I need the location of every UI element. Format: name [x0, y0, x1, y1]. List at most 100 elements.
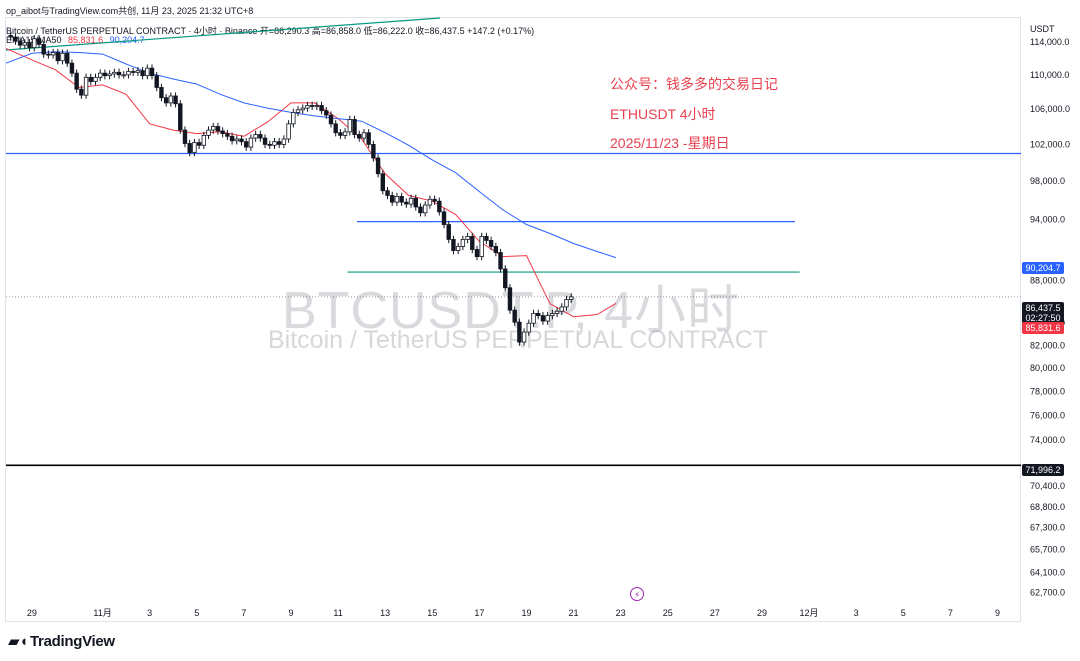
candle-body: [361, 132, 367, 139]
candle-body: [262, 137, 268, 145]
candle-body: [291, 112, 296, 125]
candle-body: [130, 71, 136, 73]
candle-body: [65, 52, 70, 64]
y-tick-label: 70,400.0: [1030, 481, 1065, 491]
candle-body: [272, 141, 277, 146]
candle-body: [8, 35, 13, 38]
candle-body: [418, 206, 423, 214]
ema15-price-badge: 85,831.6: [1022, 322, 1064, 334]
candle-body: [550, 313, 555, 317]
candle-body: [60, 52, 65, 62]
candle-body: [276, 141, 282, 145]
candle-body: [352, 119, 357, 135]
y-tick-label: 102,000.0: [1030, 139, 1070, 149]
y-tick-label: 68,800.0: [1030, 502, 1065, 512]
annotation-line-3: 2025/11/23 -星期日: [610, 135, 730, 151]
x-tick-label: 7: [948, 608, 953, 618]
candle-body: [507, 287, 513, 311]
x-tick-label: 25: [663, 608, 673, 618]
candle-body: [88, 76, 93, 82]
candle-body: [234, 138, 239, 142]
candle-body: [206, 129, 211, 136]
candle-body: [545, 315, 550, 322]
candle-body: [536, 313, 541, 317]
candle-body: [149, 67, 155, 77]
candle-body: [116, 71, 122, 76]
candle-body: [145, 67, 150, 77]
candle-body: [229, 135, 235, 142]
x-tick-label: 29: [757, 608, 767, 618]
candle-body: [159, 87, 164, 99]
candle-body: [163, 97, 169, 104]
candle-body: [371, 143, 376, 159]
y-tick-label: 94,000.0: [1030, 215, 1065, 225]
x-tick-label: 21: [569, 608, 579, 618]
ma50-price-badge: 90,204.7: [1022, 262, 1064, 274]
candle-body: [380, 173, 385, 192]
candle-body: [300, 107, 305, 111]
candle-body: [74, 72, 79, 90]
x-tick-label: 13: [380, 608, 390, 618]
y-tick-label: 88,000.0: [1030, 275, 1065, 285]
x-tick-label: 23: [616, 608, 626, 618]
candle-body: [258, 134, 263, 139]
lightning-icon[interactable]: ⚡: [630, 587, 644, 601]
candle-body: [215, 126, 221, 132]
countdown-badge: 02:27:50: [1022, 312, 1064, 324]
candle-body: [503, 268, 508, 289]
candle-body: [404, 201, 409, 205]
x-tick-label: 3: [147, 608, 152, 618]
x-tick-label: 17: [474, 608, 484, 618]
candle-body: [493, 246, 499, 253]
candle-body: [32, 38, 37, 49]
candle-body: [244, 141, 249, 148]
candle-body: [432, 198, 437, 202]
currency-label[interactable]: USDT: [1030, 24, 1055, 34]
candle-body: [484, 236, 489, 241]
candle-body: [413, 197, 418, 208]
ema15-legend-value: 85,831.6: [68, 35, 104, 45]
candle-body: [394, 196, 400, 203]
chart-pane[interactable]: [5, 17, 1021, 622]
x-tick-label: 5: [194, 608, 199, 618]
candle-body: [182, 129, 188, 144]
last-price-badge: 86,437.5: [1022, 302, 1064, 314]
tradingview-brand[interactable]: ▰◖ TradingView: [8, 632, 115, 650]
annotation-line-2: ETHUSDT 4小时: [610, 106, 716, 122]
candle-body: [568, 296, 574, 300]
candle-body: [140, 70, 145, 77]
level-price-badge: 71,996.2: [1022, 464, 1064, 476]
candle-body: [22, 42, 28, 46]
candle-body: [102, 72, 108, 77]
candle-body: [474, 249, 480, 258]
candle-body: [41, 43, 46, 55]
candle-body: [324, 110, 329, 116]
candle-body: [488, 240, 494, 247]
candle-body: [97, 72, 103, 78]
series-line-ema15: [5, 47, 617, 318]
y-tick-label: 65,700.0: [1030, 545, 1065, 555]
candle-body: [201, 135, 207, 146]
candle-body: [83, 76, 89, 96]
y-tick-label: 64,100.0: [1030, 567, 1065, 577]
tradingview-logo-icon: ▰◖: [8, 633, 28, 650]
candle-body: [554, 310, 560, 314]
candle-body: [375, 157, 381, 175]
y-tick-label: 106,000.0: [1030, 104, 1070, 114]
x-tick-label: 9: [995, 608, 1000, 618]
candle-body: [517, 321, 522, 343]
candle-body: [253, 134, 258, 139]
annotation-line-1: 公众号：钱多多的交易日记: [610, 76, 778, 92]
candle-body: [239, 138, 244, 143]
x-tick-label: 27: [710, 608, 720, 618]
candle-body: [286, 123, 291, 140]
candle-body: [154, 75, 159, 88]
candle-body: [347, 119, 353, 133]
x-tick-label: 3: [854, 608, 859, 618]
candle-body: [451, 239, 456, 251]
y-tick-label: 76,000.0: [1030, 410, 1065, 420]
candle-body: [328, 114, 334, 125]
candle-body: [46, 53, 51, 56]
candle-body: [366, 132, 371, 145]
